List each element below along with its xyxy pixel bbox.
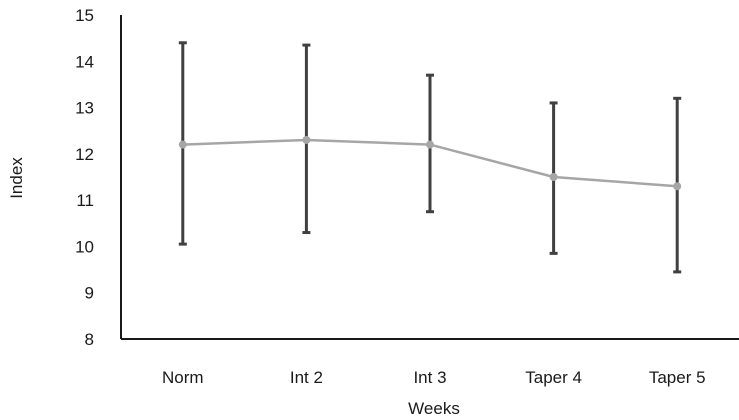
y-axis-ticks: 8 9 10 11 12 13 14 15: [75, 6, 94, 349]
y-tick-label: 14: [75, 52, 94, 71]
x-tick-label: Taper 5: [649, 368, 706, 387]
x-tick-label: Norm: [162, 368, 204, 387]
y-tick-label: 13: [75, 99, 94, 118]
data-point: [550, 173, 558, 181]
data-point: [426, 141, 434, 149]
y-tick-label: 8: [85, 330, 94, 349]
data-point: [673, 182, 681, 190]
x-tick-label: Taper 4: [525, 368, 582, 387]
data-point: [179, 141, 187, 149]
y-tick-label: 15: [75, 6, 94, 25]
data-point: [302, 136, 310, 144]
y-tick-label: 9: [85, 284, 94, 303]
y-axis-title: Index: [7, 157, 26, 199]
x-axis-ticks: Norm Int 2 Int 3 Taper 4 Taper 5: [162, 368, 706, 387]
x-tick-label: Int 2: [290, 368, 323, 387]
error-bars: [179, 43, 681, 272]
y-tick-label: 12: [75, 145, 94, 164]
y-tick-label: 10: [75, 237, 94, 256]
y-tick-label: 11: [76, 191, 94, 210]
x-tick-label: Int 3: [413, 368, 446, 387]
x-axis-title: Weeks: [408, 399, 460, 418]
